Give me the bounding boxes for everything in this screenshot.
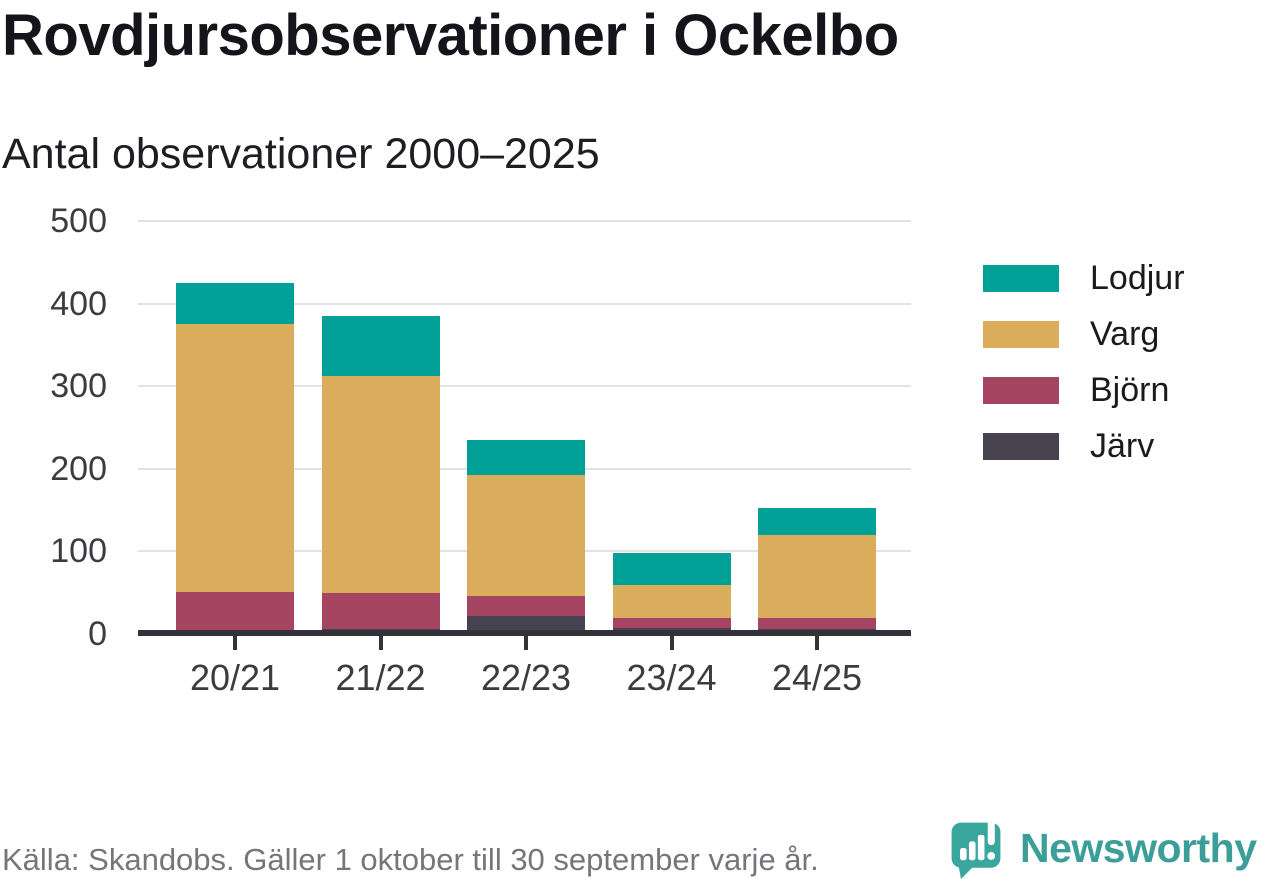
bar-24-25-björn	[758, 617, 876, 630]
source-note: Källa: Skandobs. Gäller 1 oktober till 3…	[2, 842, 819, 877]
x-tick-24-25	[815, 636, 819, 650]
legend-label-lodjur: Lodjur	[1090, 259, 1185, 297]
bar-20-21-björn	[176, 592, 294, 634]
x-tick-21-22	[378, 636, 383, 650]
y-axis-label-400: 400	[50, 284, 107, 323]
bar-23-24-björn	[612, 617, 731, 628]
bar-24-25-lodjur	[758, 508, 876, 536]
page-title: Rovdjursobservationer i Ockelbo	[2, 3, 899, 68]
bar-20-21-varg	[176, 324, 294, 593]
bar-22-23-varg	[467, 475, 585, 596]
legend-label-järv: Järv	[1090, 427, 1155, 465]
bar-21-22-lodjur	[321, 315, 440, 377]
x-tick-22-23	[524, 636, 528, 650]
legend-swatch-björn	[983, 377, 1059, 404]
x-tick-20-21	[233, 636, 237, 650]
legend-label-björn: Björn	[1090, 371, 1170, 409]
y-axis-label-500: 500	[50, 202, 107, 240]
x-axis-label-24-25: 24/25	[771, 657, 863, 698]
gridline-400	[138, 302, 911, 305]
y-axis-label-100: 100	[50, 532, 107, 570]
x-axis-label-23-24: 23/24	[626, 657, 717, 698]
y-axis-label-0: 0	[88, 614, 107, 653]
bar-24-25-varg	[758, 535, 876, 618]
legend-swatch-lodjur	[983, 265, 1059, 292]
gridline-500	[138, 220, 911, 222]
legend-swatch-järv	[983, 433, 1059, 460]
bar-23-24-varg	[612, 584, 731, 618]
legend-swatch-varg	[983, 321, 1059, 348]
newsworthy-wordmark: Newsworthy	[1020, 825, 1257, 871]
bar-21-22-varg	[321, 376, 440, 594]
y-axis-label-300: 300	[50, 367, 107, 405]
bar-22-23-björn	[467, 595, 585, 617]
x-axis-label-22-23: 22/23	[480, 657, 572, 698]
x-axis-line	[138, 630, 911, 636]
bar-21-22-björn	[321, 593, 440, 630]
bar-22-23-lodjur	[467, 439, 585, 476]
x-axis-label-21-22: 21/22	[335, 657, 426, 698]
bar-20-21-lodjur	[176, 282, 294, 325]
y-axis-label-200: 200	[50, 449, 107, 488]
x-tick-23-24	[669, 636, 674, 650]
gridline-300	[138, 385, 911, 387]
bar-23-24-lodjur	[612, 553, 731, 585]
x-axis-label-20-21: 20/21	[189, 657, 281, 698]
chart-subtitle: Antal observationer 2000–2025	[2, 130, 600, 178]
newsworthy-logo: Newsworthy	[948, 816, 1262, 879]
newsworthy-bubble-chart-icon	[951, 817, 1001, 879]
bar-22-23-järv	[467, 616, 585, 634]
legend-label-varg: Varg	[1090, 315, 1160, 353]
